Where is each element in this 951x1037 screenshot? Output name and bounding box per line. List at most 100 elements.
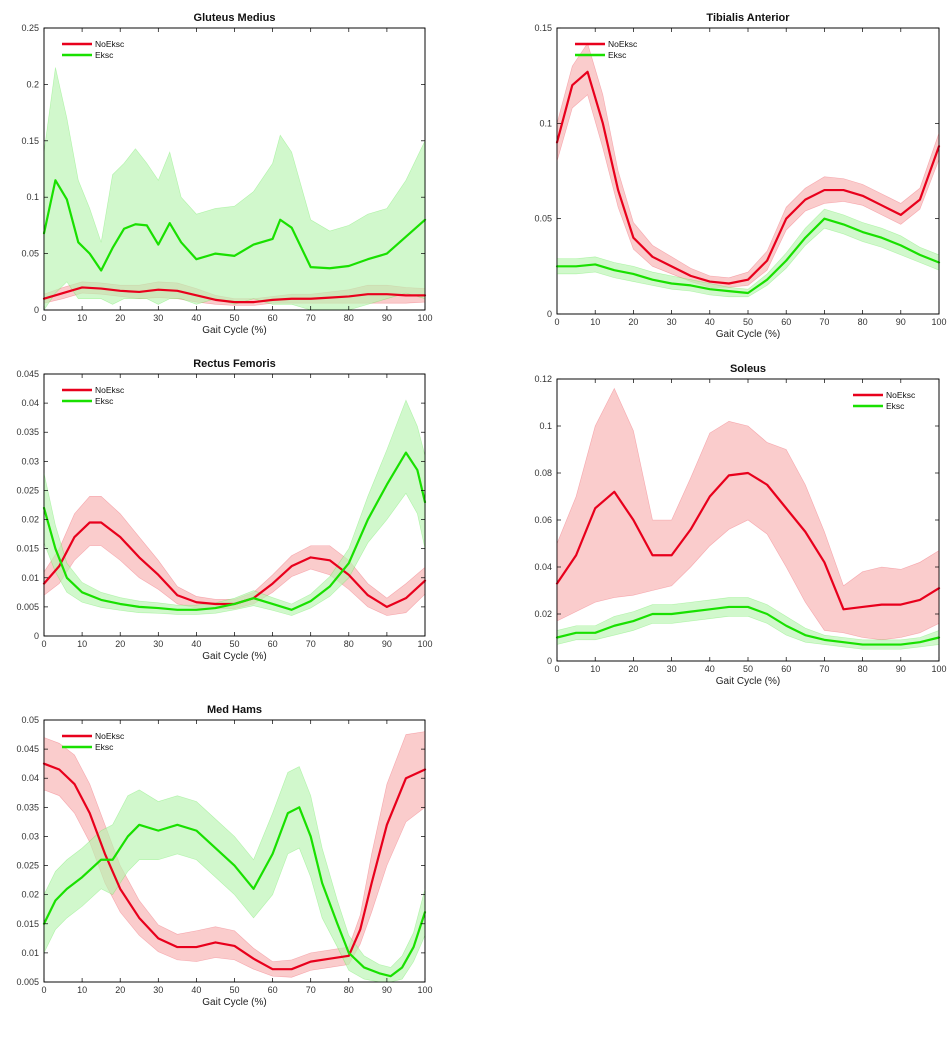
x-tick-label: 70 <box>306 985 316 995</box>
y-tick-label: 0.045 <box>16 369 39 379</box>
chart-title: Rectus Femoris <box>193 358 276 370</box>
y-tick-label: 0.1 <box>539 421 552 431</box>
y-tick-label: 0.045 <box>16 744 39 754</box>
y-tick-label: 0.1 <box>539 118 552 128</box>
x-tick-label: 100 <box>417 639 432 649</box>
y-tick-label: 0.03 <box>21 456 39 466</box>
x-tick-label: 80 <box>344 985 354 995</box>
chart-title: Med Hams <box>207 704 262 716</box>
x-tick-label: 80 <box>344 313 354 323</box>
series-line-NoEksc <box>42 762 427 971</box>
x-tick-label: 20 <box>115 985 125 995</box>
y-tick-label: 0.25 <box>21 23 39 33</box>
x-tick-label: 70 <box>306 313 316 323</box>
legend-label-NoEksc: NoEksc <box>608 39 638 49</box>
x-tick-label: 90 <box>382 639 392 649</box>
chart-panel-1: 0 10 20 30 40 50 60 70 80 90 100 0 0.05 0.1 0.15 Tibial… <box>534 12 946 340</box>
y-tick-label: 0.15 <box>534 23 552 33</box>
legend-label-NoEksc: NoEksc <box>95 385 125 395</box>
x-axis-label: Gait Cycle (%) <box>202 997 266 1008</box>
x-tick-label: 10 <box>590 317 600 327</box>
x-tick-label: 10 <box>77 985 87 995</box>
x-tick-label: 100 <box>931 664 946 674</box>
series-line-Eksc <box>42 806 427 978</box>
y-tick-label: 0.15 <box>21 136 39 146</box>
y-tick-label: 0.005 <box>16 977 39 987</box>
x-axis-label: Gait Cycle (%) <box>202 651 266 662</box>
series-line-NoEksc <box>555 471 941 611</box>
x-tick-label: 20 <box>115 313 125 323</box>
legend-label-NoEksc: NoEksc <box>95 731 125 741</box>
x-tick-label: 80 <box>858 664 868 674</box>
legend-label-Eksc: Eksc <box>95 742 114 752</box>
x-tick-label: 90 <box>896 317 906 327</box>
x-tick-label: 60 <box>781 317 791 327</box>
series-line-NoEksc <box>555 70 941 285</box>
chart-title: Tibialis Anterior <box>706 12 790 24</box>
x-tick-label: 50 <box>229 313 239 323</box>
x-tick-label: 0 <box>41 985 46 995</box>
x-tick-label: 20 <box>628 664 638 674</box>
y-tick-label: 0.035 <box>16 802 39 812</box>
y-tick-label: 0.08 <box>534 468 552 478</box>
x-tick-label: 90 <box>896 664 906 674</box>
x-tick-label: 0 <box>554 317 559 327</box>
chart-panel-4: 0 10 20 30 40 50 60 70 80 90 100 0.005 0.01 0.015 0.02… <box>16 704 432 1008</box>
y-tick-label: 0.025 <box>16 485 39 495</box>
x-tick-label: 70 <box>819 317 829 327</box>
x-tick-label: 30 <box>153 639 163 649</box>
x-tick-label: 60 <box>781 664 791 674</box>
x-tick-label: 90 <box>382 985 392 995</box>
x-axis-label: Gait Cycle (%) <box>202 325 266 336</box>
legend-label-Eksc: Eksc <box>608 50 627 60</box>
y-tick-label: 0 <box>547 656 552 666</box>
series-line-Eksc <box>555 605 941 646</box>
x-tick-label: 40 <box>705 317 715 327</box>
legend-label-Eksc: Eksc <box>886 401 905 411</box>
y-tick-label: 0.035 <box>16 427 39 437</box>
series-line-Eksc <box>555 217 941 295</box>
y-tick-label: 0.04 <box>21 773 39 783</box>
x-tick-label: 20 <box>115 639 125 649</box>
x-tick-label: 0 <box>41 313 46 323</box>
x-tick-label: 40 <box>705 664 715 674</box>
chart-title: Gluteus Medius <box>194 12 276 24</box>
y-tick-label: 0.01 <box>21 573 39 583</box>
x-axis-label: Gait Cycle (%) <box>716 676 780 687</box>
x-tick-label: 50 <box>743 317 753 327</box>
legend-label-Eksc: Eksc <box>95 50 114 60</box>
x-tick-label: 40 <box>191 313 201 323</box>
x-tick-label: 0 <box>41 639 46 649</box>
x-tick-label: 70 <box>306 639 316 649</box>
series-line-Eksc <box>42 451 427 611</box>
chart-panel-2: 0 10 20 30 40 50 60 70 80 90 100 0 0.005 0.01 0.015 0.0… <box>16 358 432 662</box>
x-tick-label: 50 <box>229 639 239 649</box>
series-line-NoEksc <box>42 286 427 304</box>
y-tick-label: 0.05 <box>534 214 552 224</box>
legend-label-NoEksc: NoEksc <box>886 390 916 400</box>
x-tick-label: 50 <box>743 664 753 674</box>
x-tick-label: 70 <box>819 664 829 674</box>
x-tick-label: 60 <box>268 985 278 995</box>
y-tick-label: 0.04 <box>534 562 552 572</box>
x-tick-label: 90 <box>382 313 392 323</box>
legend-label-NoEksc: NoEksc <box>95 39 125 49</box>
y-tick-label: 0.02 <box>21 890 39 900</box>
series-line-NoEksc <box>42 521 427 608</box>
x-tick-label: 30 <box>153 985 163 995</box>
y-tick-label: 0.025 <box>16 861 39 871</box>
chart-panel-0: 0 10 20 30 40 50 60 70 80 90 100 0 0.05 0.1 0.15 0.2 0.2… <box>21 12 432 336</box>
legend-label-Eksc: Eksc <box>95 396 114 406</box>
y-tick-label: 0.1 <box>26 192 39 202</box>
y-tick-label: 0 <box>34 305 39 315</box>
y-tick-label: 0.01 <box>21 948 39 958</box>
series-line-Eksc <box>42 179 427 272</box>
chart-panel-3: 0 10 20 30 40 50 60 70 80 90 100 0 0.02 0.04 0.06 0.08 0… <box>534 363 946 687</box>
y-tick-label: 0.02 <box>21 515 39 525</box>
x-axis-label: Gait Cycle (%) <box>716 329 780 340</box>
x-tick-label: 100 <box>417 313 432 323</box>
x-tick-label: 50 <box>229 985 239 995</box>
x-tick-label: 10 <box>590 664 600 674</box>
